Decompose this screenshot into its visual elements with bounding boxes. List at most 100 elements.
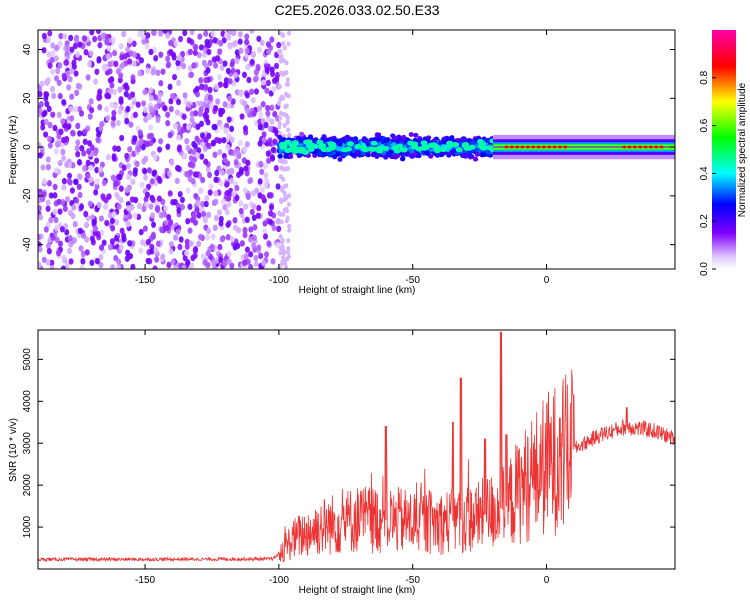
spectrogram-cell xyxy=(54,141,60,148)
spectrogram-cell xyxy=(50,85,56,93)
spectrogram-cell xyxy=(68,105,74,112)
spectrogram-cell xyxy=(234,194,240,202)
spectrogram-cell xyxy=(92,35,98,43)
spectrogram-cell xyxy=(100,193,106,200)
spectrogram-cell xyxy=(145,191,151,198)
spectrogram-cell xyxy=(199,153,205,160)
spectrogram-cell xyxy=(50,50,56,57)
spectrogram-cell xyxy=(144,201,150,208)
spectrogram-cell xyxy=(470,140,476,145)
spectrogram-cell xyxy=(89,259,95,266)
spectrogram-cell xyxy=(284,81,289,87)
spectrogram-cell xyxy=(265,79,271,87)
spectrogram-cell xyxy=(45,259,51,266)
spectrogram-cell xyxy=(81,150,87,157)
spectrogram-cell xyxy=(264,178,270,185)
spectrogram-cell xyxy=(94,258,100,265)
snr-x-axis-label: Height of straight line (km) xyxy=(299,585,416,596)
spectrogram-cell xyxy=(133,196,139,204)
spectrogram-cell xyxy=(168,105,174,113)
spectrogram-cell xyxy=(168,219,174,226)
spectrogram-cell xyxy=(179,196,185,204)
spectrogram-cell xyxy=(277,49,282,55)
spectrogram-cell xyxy=(159,226,165,234)
spectrogram-cell xyxy=(96,94,102,102)
spectrogram-cell xyxy=(424,150,430,156)
spectrogram-cell xyxy=(258,161,264,168)
spectrogram-cell xyxy=(152,153,158,161)
colorbar-label: Normalized spectral amplitude xyxy=(737,82,748,217)
spectrogram-cell xyxy=(189,216,195,224)
spectrogram-cell xyxy=(222,101,228,108)
spectrogram-cell xyxy=(264,67,270,74)
snr-frame xyxy=(37,329,676,570)
spectrogram-cell xyxy=(158,51,164,58)
spectrogram-cell xyxy=(47,121,53,129)
spectrogram-cell xyxy=(280,244,285,250)
spectrogram-cell xyxy=(249,30,255,34)
spectrogram-cell xyxy=(278,110,283,116)
spectrogram-cell xyxy=(198,77,204,84)
spectrogram-cell xyxy=(269,66,275,73)
spectrogram-cell xyxy=(57,40,63,47)
spectrogram-cell xyxy=(221,136,227,144)
spectrogram-y-ticks: -40 -20 0 20 40 xyxy=(22,44,675,252)
spectrogram-cell xyxy=(317,151,323,157)
spectrogram-cell xyxy=(185,259,191,266)
spectrogram-cell xyxy=(99,244,105,251)
spectrogram-cell xyxy=(77,227,83,235)
spectrogram-cell xyxy=(121,30,127,38)
spectrogram-cell xyxy=(126,173,132,181)
spectrogram-cell xyxy=(382,146,390,152)
spectrogram-cell xyxy=(256,244,262,251)
spectrogram-cell xyxy=(178,236,184,243)
spectrogram-cell xyxy=(89,106,95,114)
spectrogram-cell xyxy=(282,70,287,76)
spectrogram-cell xyxy=(205,119,211,126)
spectrogram-cell xyxy=(142,168,148,175)
spectrogram-cell xyxy=(132,167,138,174)
y-tick-label: 40 xyxy=(22,44,33,56)
spectrogram-cell xyxy=(219,169,225,176)
spectrogram-cell xyxy=(222,260,228,267)
spectrogram-cell xyxy=(186,101,192,108)
spectrogram-cell xyxy=(109,238,115,245)
spectrogram-cell xyxy=(95,230,101,238)
spectrogram-cell xyxy=(124,186,130,194)
spectrogram-cell xyxy=(234,148,240,155)
spectrogram-cell xyxy=(286,202,291,208)
spectrogram-cell xyxy=(61,155,67,162)
spectrogram-cell xyxy=(97,104,103,111)
spectrogram-cell xyxy=(93,189,99,196)
spectrogram-cell xyxy=(272,138,278,145)
spectrogram-cell xyxy=(265,110,271,117)
spectrogram-cell xyxy=(87,61,93,68)
spectrogram-cell xyxy=(277,134,283,140)
spectrogram-cell xyxy=(238,207,244,215)
spectrogram-cell xyxy=(148,94,154,102)
spectrogram-cell xyxy=(79,265,85,269)
spectrogram-marks xyxy=(38,30,675,269)
spectrogram-cell xyxy=(73,178,79,185)
spectrogram-cell xyxy=(87,140,93,147)
spectrogram-cell xyxy=(348,136,355,142)
spectrogram-cell xyxy=(115,145,121,153)
spectrogram-cell xyxy=(185,218,191,225)
spectrogram-cell xyxy=(170,199,176,206)
spectrogram-cell xyxy=(261,259,267,267)
spectrogram-cell xyxy=(112,49,118,57)
spectrogram-cell xyxy=(279,54,284,60)
spectrogram-cell xyxy=(57,62,63,69)
spectrogram-cell xyxy=(238,200,244,207)
spectrogram-cell xyxy=(127,240,133,247)
spectrogram-cell xyxy=(262,228,268,235)
spectrogram-cell xyxy=(213,104,219,112)
spectrogram-cell xyxy=(52,192,58,199)
spectrogram-cell xyxy=(205,250,211,257)
spectrogram-cell xyxy=(144,43,150,50)
spectrogram-cell xyxy=(210,30,216,38)
spectrogram-cell xyxy=(255,212,261,219)
spectrogram-cell xyxy=(203,136,209,143)
spectrogram-cell xyxy=(107,60,113,68)
spectrogram-cell xyxy=(65,44,71,51)
